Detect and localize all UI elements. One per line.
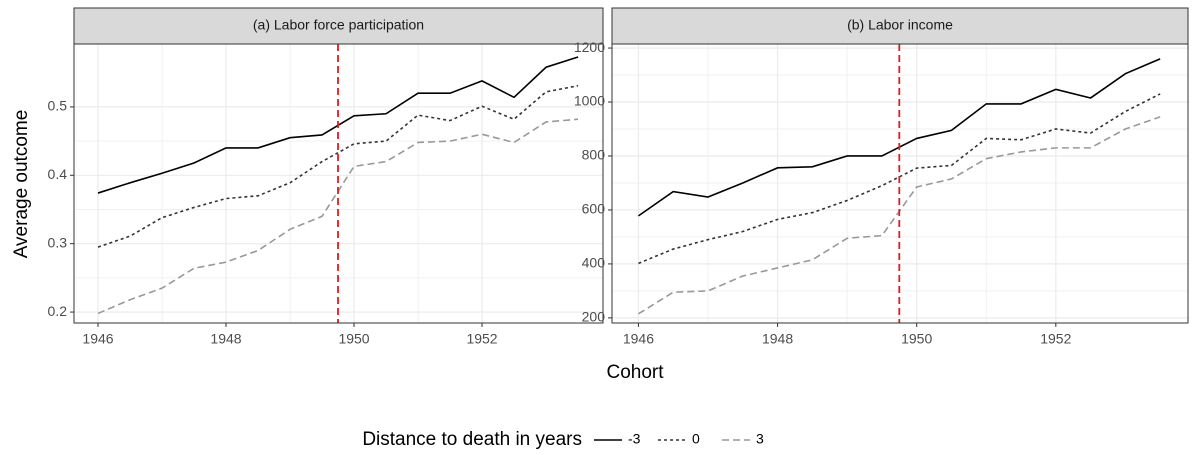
- strip: [611, 7, 1189, 45]
- x-tick-label: 1950: [901, 331, 932, 347]
- x-tick-label: 1950: [338, 331, 369, 347]
- strip: [73, 7, 604, 45]
- x-tick-label: 1946: [623, 331, 654, 347]
- y-tick-label: 800: [582, 147, 606, 163]
- y-tick-label: 200: [582, 309, 606, 325]
- y-tick-label: 0.5: [48, 98, 68, 114]
- panel-border: [73, 43, 604, 324]
- y-tick-label: 400: [582, 255, 606, 271]
- x-tick-label: 1948: [762, 331, 793, 347]
- x-tick-label: 1946: [82, 331, 113, 347]
- x-axis-label: Cohort: [606, 362, 664, 383]
- legend-title: Distance to death in years: [362, 429, 582, 450]
- y-tick-label: 0.3: [48, 234, 68, 250]
- y-tick-label: 1000: [574, 93, 605, 109]
- x-tick-label: 1952: [466, 331, 497, 347]
- y-tick-label: 0.2: [48, 303, 68, 319]
- legend-label: 0: [692, 431, 700, 447]
- y-axis-label: Average outcome: [11, 110, 32, 259]
- y-tick-label: 0.4: [48, 166, 68, 182]
- legend-label: -3: [628, 431, 641, 447]
- panel-title: (a) Labor force participation: [253, 17, 424, 33]
- y-tick-label: 1200: [574, 39, 605, 55]
- panel-title: (b) Labor income: [847, 17, 953, 33]
- panel-border: [611, 43, 1189, 324]
- x-tick-label: 1952: [1040, 331, 1071, 347]
- series-line: [638, 93, 1161, 265]
- legend-label: 3: [756, 431, 764, 447]
- x-tick-label: 1948: [210, 331, 241, 347]
- series-line: [97, 84, 579, 248]
- y-tick-label: 600: [582, 201, 606, 217]
